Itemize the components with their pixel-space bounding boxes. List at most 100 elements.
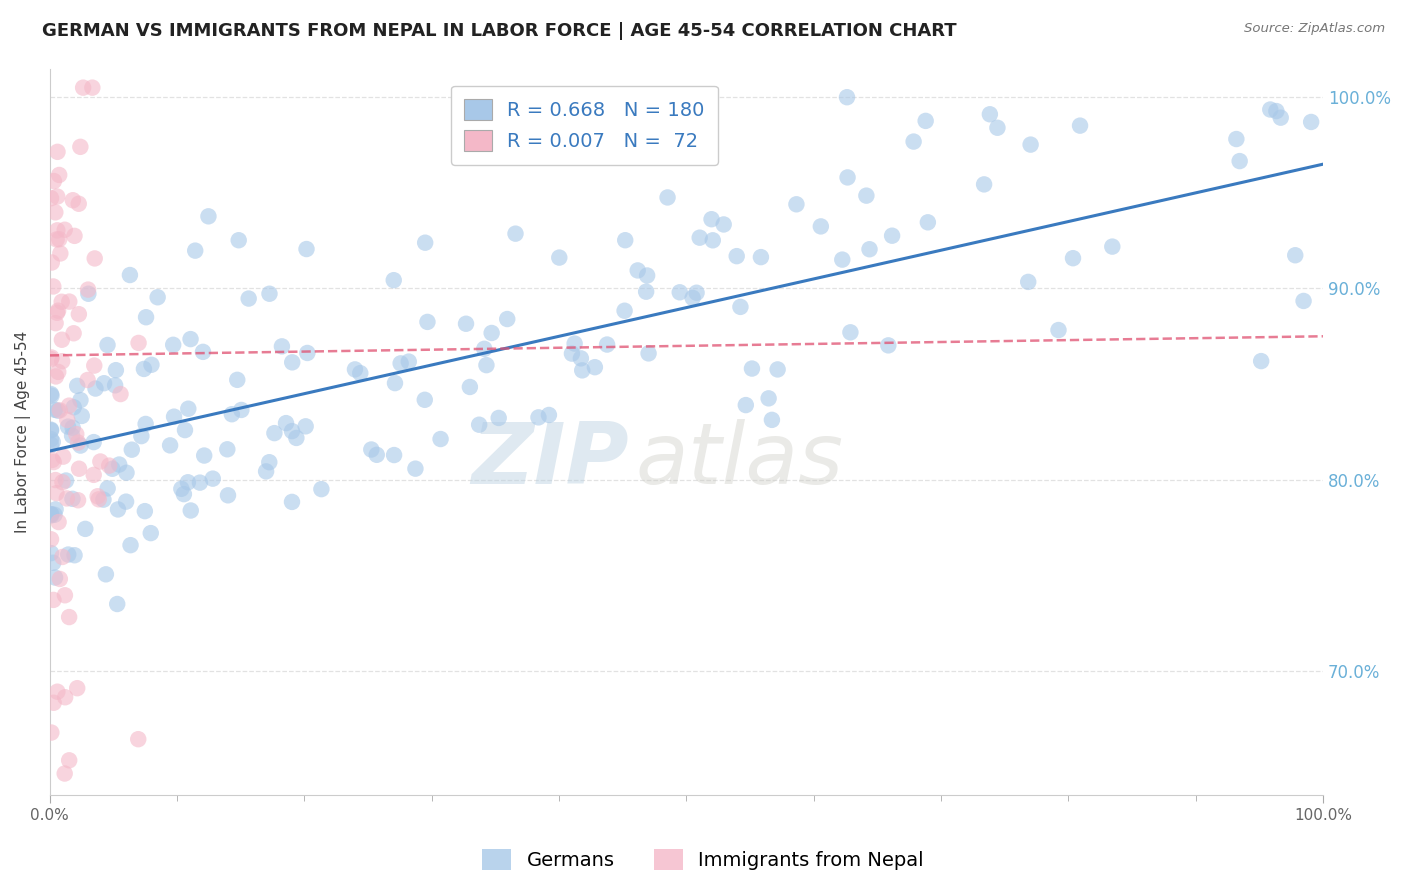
Point — [67, 307, 90, 321]
Point — [193, 449, 215, 463]
Point — [110, 387, 132, 401]
Point — [831, 252, 853, 267]
Point — [201, 472, 224, 486]
Point — [39, 508, 62, 522]
Point — [1229, 154, 1251, 169]
Point — [1017, 275, 1039, 289]
Point — [63, 228, 86, 243]
Point — [51, 294, 73, 309]
Point — [858, 242, 880, 256]
Point — [66, 379, 89, 393]
Point — [46, 303, 69, 318]
Point — [636, 268, 658, 283]
Point — [1301, 115, 1323, 129]
Point — [49, 403, 72, 417]
Point — [39, 352, 62, 367]
Point — [87, 492, 110, 507]
Point — [569, 351, 592, 366]
Point — [69, 439, 91, 453]
Point — [62, 401, 84, 415]
Point — [41, 351, 63, 365]
Point — [42, 455, 65, 469]
Point — [366, 448, 388, 462]
Point — [734, 398, 756, 412]
Point — [682, 291, 704, 305]
Point — [458, 380, 481, 394]
Point — [596, 337, 619, 351]
Point — [39, 508, 62, 523]
Point — [839, 326, 862, 340]
Point — [67, 435, 90, 450]
Point — [184, 244, 207, 258]
Point — [39, 424, 62, 438]
Point — [281, 424, 304, 438]
Point — [228, 233, 250, 247]
Point — [86, 489, 108, 503]
Point — [45, 486, 67, 500]
Point — [53, 766, 76, 780]
Point — [94, 567, 117, 582]
Point — [115, 466, 138, 480]
Point — [45, 232, 67, 246]
Point — [281, 355, 304, 369]
Point — [979, 107, 1001, 121]
Point — [107, 502, 129, 516]
Point — [1284, 248, 1306, 262]
Point — [139, 526, 162, 541]
Point — [127, 732, 149, 747]
Point — [97, 482, 120, 496]
Point — [636, 285, 658, 299]
Point — [785, 197, 807, 211]
Point — [48, 168, 70, 182]
Point — [725, 249, 748, 263]
Point — [83, 359, 105, 373]
Point — [1265, 104, 1288, 119]
Point — [39, 432, 62, 446]
Point — [505, 227, 527, 241]
Point — [259, 455, 281, 469]
Point — [62, 491, 84, 506]
Point — [835, 90, 858, 104]
Point — [404, 461, 426, 475]
Point — [51, 549, 73, 564]
Point — [564, 336, 586, 351]
Point — [104, 378, 127, 392]
Point — [46, 684, 69, 698]
Point — [1069, 119, 1091, 133]
Point — [141, 358, 163, 372]
Point — [62, 193, 84, 207]
Point — [93, 376, 115, 391]
Point — [741, 361, 763, 376]
Point — [135, 310, 157, 325]
Point — [657, 190, 679, 204]
Point — [197, 210, 219, 224]
Point — [82, 80, 104, 95]
Point — [46, 189, 69, 203]
Point — [108, 458, 131, 472]
Point — [180, 503, 202, 517]
Point — [58, 399, 80, 413]
Point — [174, 423, 197, 437]
Point — [226, 373, 249, 387]
Point — [42, 593, 65, 607]
Point — [231, 403, 253, 417]
Point — [39, 533, 62, 547]
Point — [39, 423, 62, 437]
Point — [58, 294, 80, 309]
Point — [713, 218, 735, 232]
Point — [132, 362, 155, 376]
Point — [53, 690, 76, 705]
Point — [135, 417, 157, 431]
Point — [413, 235, 436, 250]
Point — [1101, 239, 1123, 253]
Point — [1258, 103, 1281, 117]
Point — [41, 255, 63, 269]
Point — [121, 442, 143, 457]
Text: Source: ZipAtlas.com: Source: ZipAtlas.com — [1244, 22, 1385, 36]
Point — [170, 482, 193, 496]
Point — [62, 421, 84, 435]
Point — [986, 120, 1008, 135]
Point — [702, 233, 724, 247]
Point — [548, 251, 571, 265]
Point — [259, 286, 281, 301]
